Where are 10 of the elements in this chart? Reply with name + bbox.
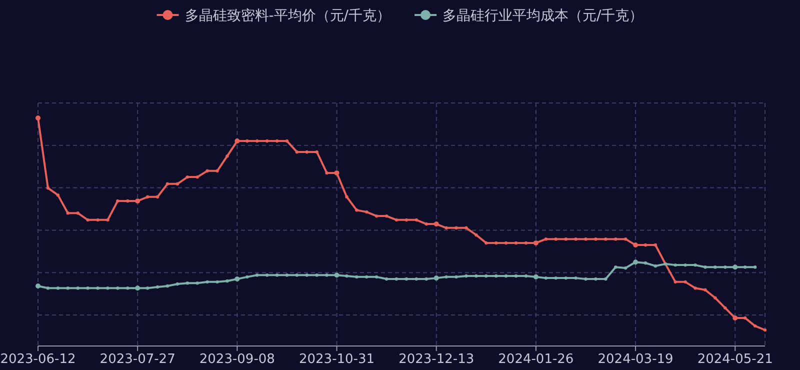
legend-label: 多晶硅致密料-平均价（元/千克） <box>184 8 391 24</box>
x-tick-label: 2024-03-19 <box>598 352 674 367</box>
x-tick-label: 2023-10-31 <box>298 352 375 367</box>
x-tick-label: 2023-09-08 <box>199 352 275 367</box>
x-tick-label: 2023-07-27 <box>100 352 176 367</box>
x-tick-label: 2023-12-13 <box>398 352 474 367</box>
legend-label: 多晶硅行业平均成本（元/千克） <box>442 8 644 24</box>
x-tick-label: 2023-06-12 <box>0 352 76 367</box>
x-tick-label: 2024-05-21 <box>697 352 773 367</box>
x-tick-label: 2024-01-26 <box>498 352 574 367</box>
